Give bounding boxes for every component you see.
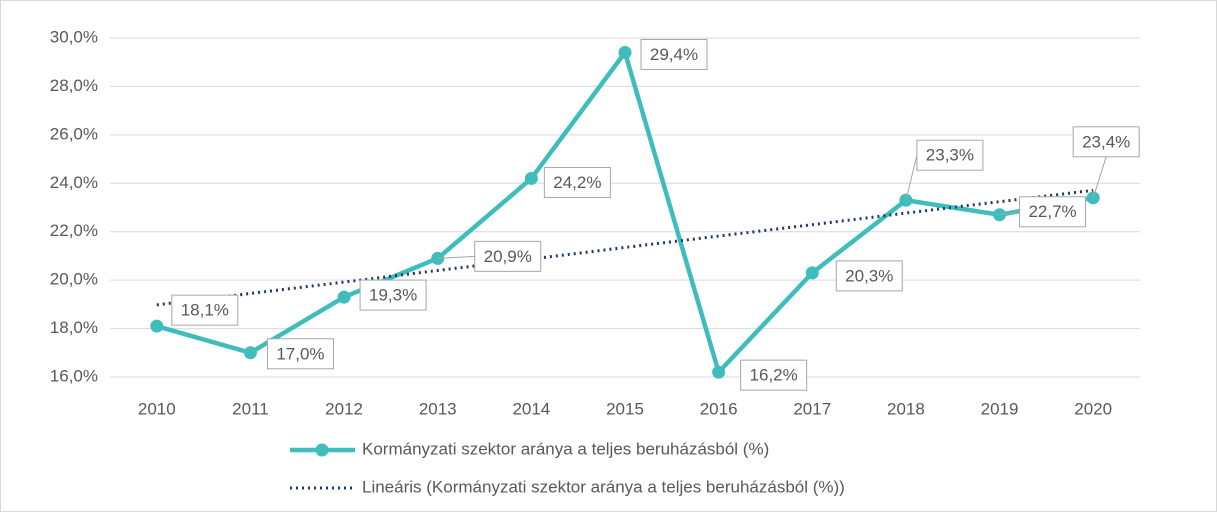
x-tick-label: 2013 — [419, 399, 457, 418]
x-tick-label: 2015 — [606, 399, 644, 418]
marker — [712, 365, 726, 379]
label-box — [543, 166, 611, 198]
marker — [805, 266, 819, 280]
y-tick-label: 22,0% — [50, 221, 98, 240]
data-label: 23,3% — [926, 146, 974, 165]
x-tick-label: 2012 — [325, 399, 363, 418]
x-tick-label: 2020 — [1074, 399, 1112, 418]
x-tick-label: 2014 — [512, 399, 550, 418]
marker — [337, 290, 351, 304]
legend-label: Kormányzati szektor aránya a teljes beru… — [362, 439, 769, 458]
data-label: 29,4% — [650, 45, 698, 64]
leader-line — [437, 255, 475, 259]
marker — [524, 171, 538, 185]
y-tick-label: 18,0% — [50, 318, 98, 337]
leader-line — [999, 211, 1020, 216]
x-tick-label: 2019 — [981, 399, 1019, 418]
data-label: 23,4% — [1082, 132, 1130, 151]
leader-line — [905, 155, 918, 201]
x-tick-label: 2011 — [232, 399, 269, 418]
label-box — [1019, 196, 1087, 228]
y-tick-label: 26,0% — [50, 124, 98, 143]
y-tick-label: 16,0% — [50, 366, 98, 385]
x-tick-label: 2010 — [138, 399, 176, 418]
data-label: 16,2% — [750, 366, 798, 385]
data-label: 22,7% — [1028, 202, 1076, 221]
x-tick-label: 2016 — [700, 399, 738, 418]
data-label: 18,1% — [181, 301, 229, 320]
marker — [618, 46, 632, 60]
trend-line — [156, 188, 1094, 307]
y-tick-label: 28,0% — [50, 76, 98, 95]
label-box — [474, 240, 542, 272]
data-label: 20,3% — [845, 266, 893, 285]
legend-marker — [315, 443, 329, 457]
label-box — [1072, 126, 1140, 158]
data-label: 17,0% — [276, 344, 324, 363]
label-box — [359, 279, 427, 311]
legend-label: Lineáris (Kormányzati szektor aránya a t… — [362, 477, 845, 496]
label-box — [740, 359, 808, 391]
x-tick-label: 2018 — [887, 399, 925, 418]
data-label: 24,2% — [553, 173, 601, 192]
y-tick-label: 30,0% — [50, 27, 98, 46]
leader-line — [1092, 156, 1107, 198]
label-box — [266, 338, 334, 370]
label-box — [916, 139, 984, 171]
y-tick-label: 24,0% — [50, 173, 98, 192]
label-box — [835, 260, 903, 292]
marker — [243, 346, 257, 360]
label-box — [171, 294, 239, 326]
data-label: 19,3% — [369, 286, 417, 305]
label-box — [640, 39, 708, 71]
marker — [150, 319, 164, 333]
x-tick-label: 2017 — [793, 399, 831, 418]
y-tick-label: 20,0% — [50, 270, 98, 289]
data-label: 20,9% — [484, 247, 532, 266]
